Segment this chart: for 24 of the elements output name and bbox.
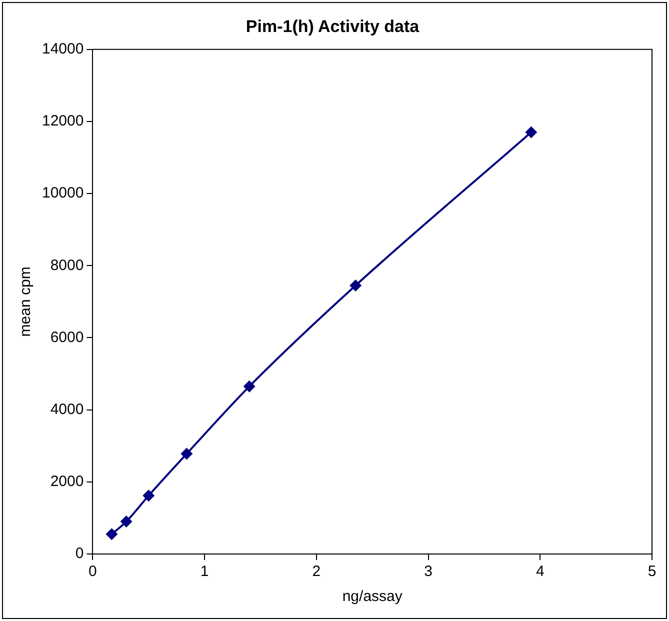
y-tick-label: 14000 bbox=[42, 40, 84, 58]
x-tick-label: 5 bbox=[648, 563, 656, 580]
point bbox=[180, 448, 193, 460]
y-tick-label: 12000 bbox=[42, 112, 84, 130]
chart-title: Pim-1(h) Activity data bbox=[246, 16, 420, 36]
y-tick-label: 10000 bbox=[42, 184, 84, 202]
point bbox=[120, 516, 132, 528]
x-tick-label: 0 bbox=[88, 563, 97, 580]
point bbox=[142, 490, 155, 502]
x-tick-label: 1 bbox=[200, 563, 209, 580]
x-tick-label: 4 bbox=[536, 563, 544, 580]
y-tick-label: 0 bbox=[75, 545, 84, 562]
y-tick-label: 2000 bbox=[50, 473, 84, 490]
point bbox=[525, 126, 538, 138]
x-axis-title: ng/assay bbox=[342, 588, 403, 606]
point bbox=[106, 528, 118, 540]
y-axis-title: mean cpm bbox=[17, 266, 34, 337]
point bbox=[350, 279, 362, 292]
y-tick-label: 8000 bbox=[50, 256, 84, 274]
x-tick-label: 2 bbox=[312, 563, 321, 580]
point bbox=[243, 380, 256, 392]
x-tick-label: 3 bbox=[424, 563, 432, 580]
y-tick-label: 4000 bbox=[50, 400, 84, 418]
y-tick-label: 6000 bbox=[50, 328, 84, 346]
